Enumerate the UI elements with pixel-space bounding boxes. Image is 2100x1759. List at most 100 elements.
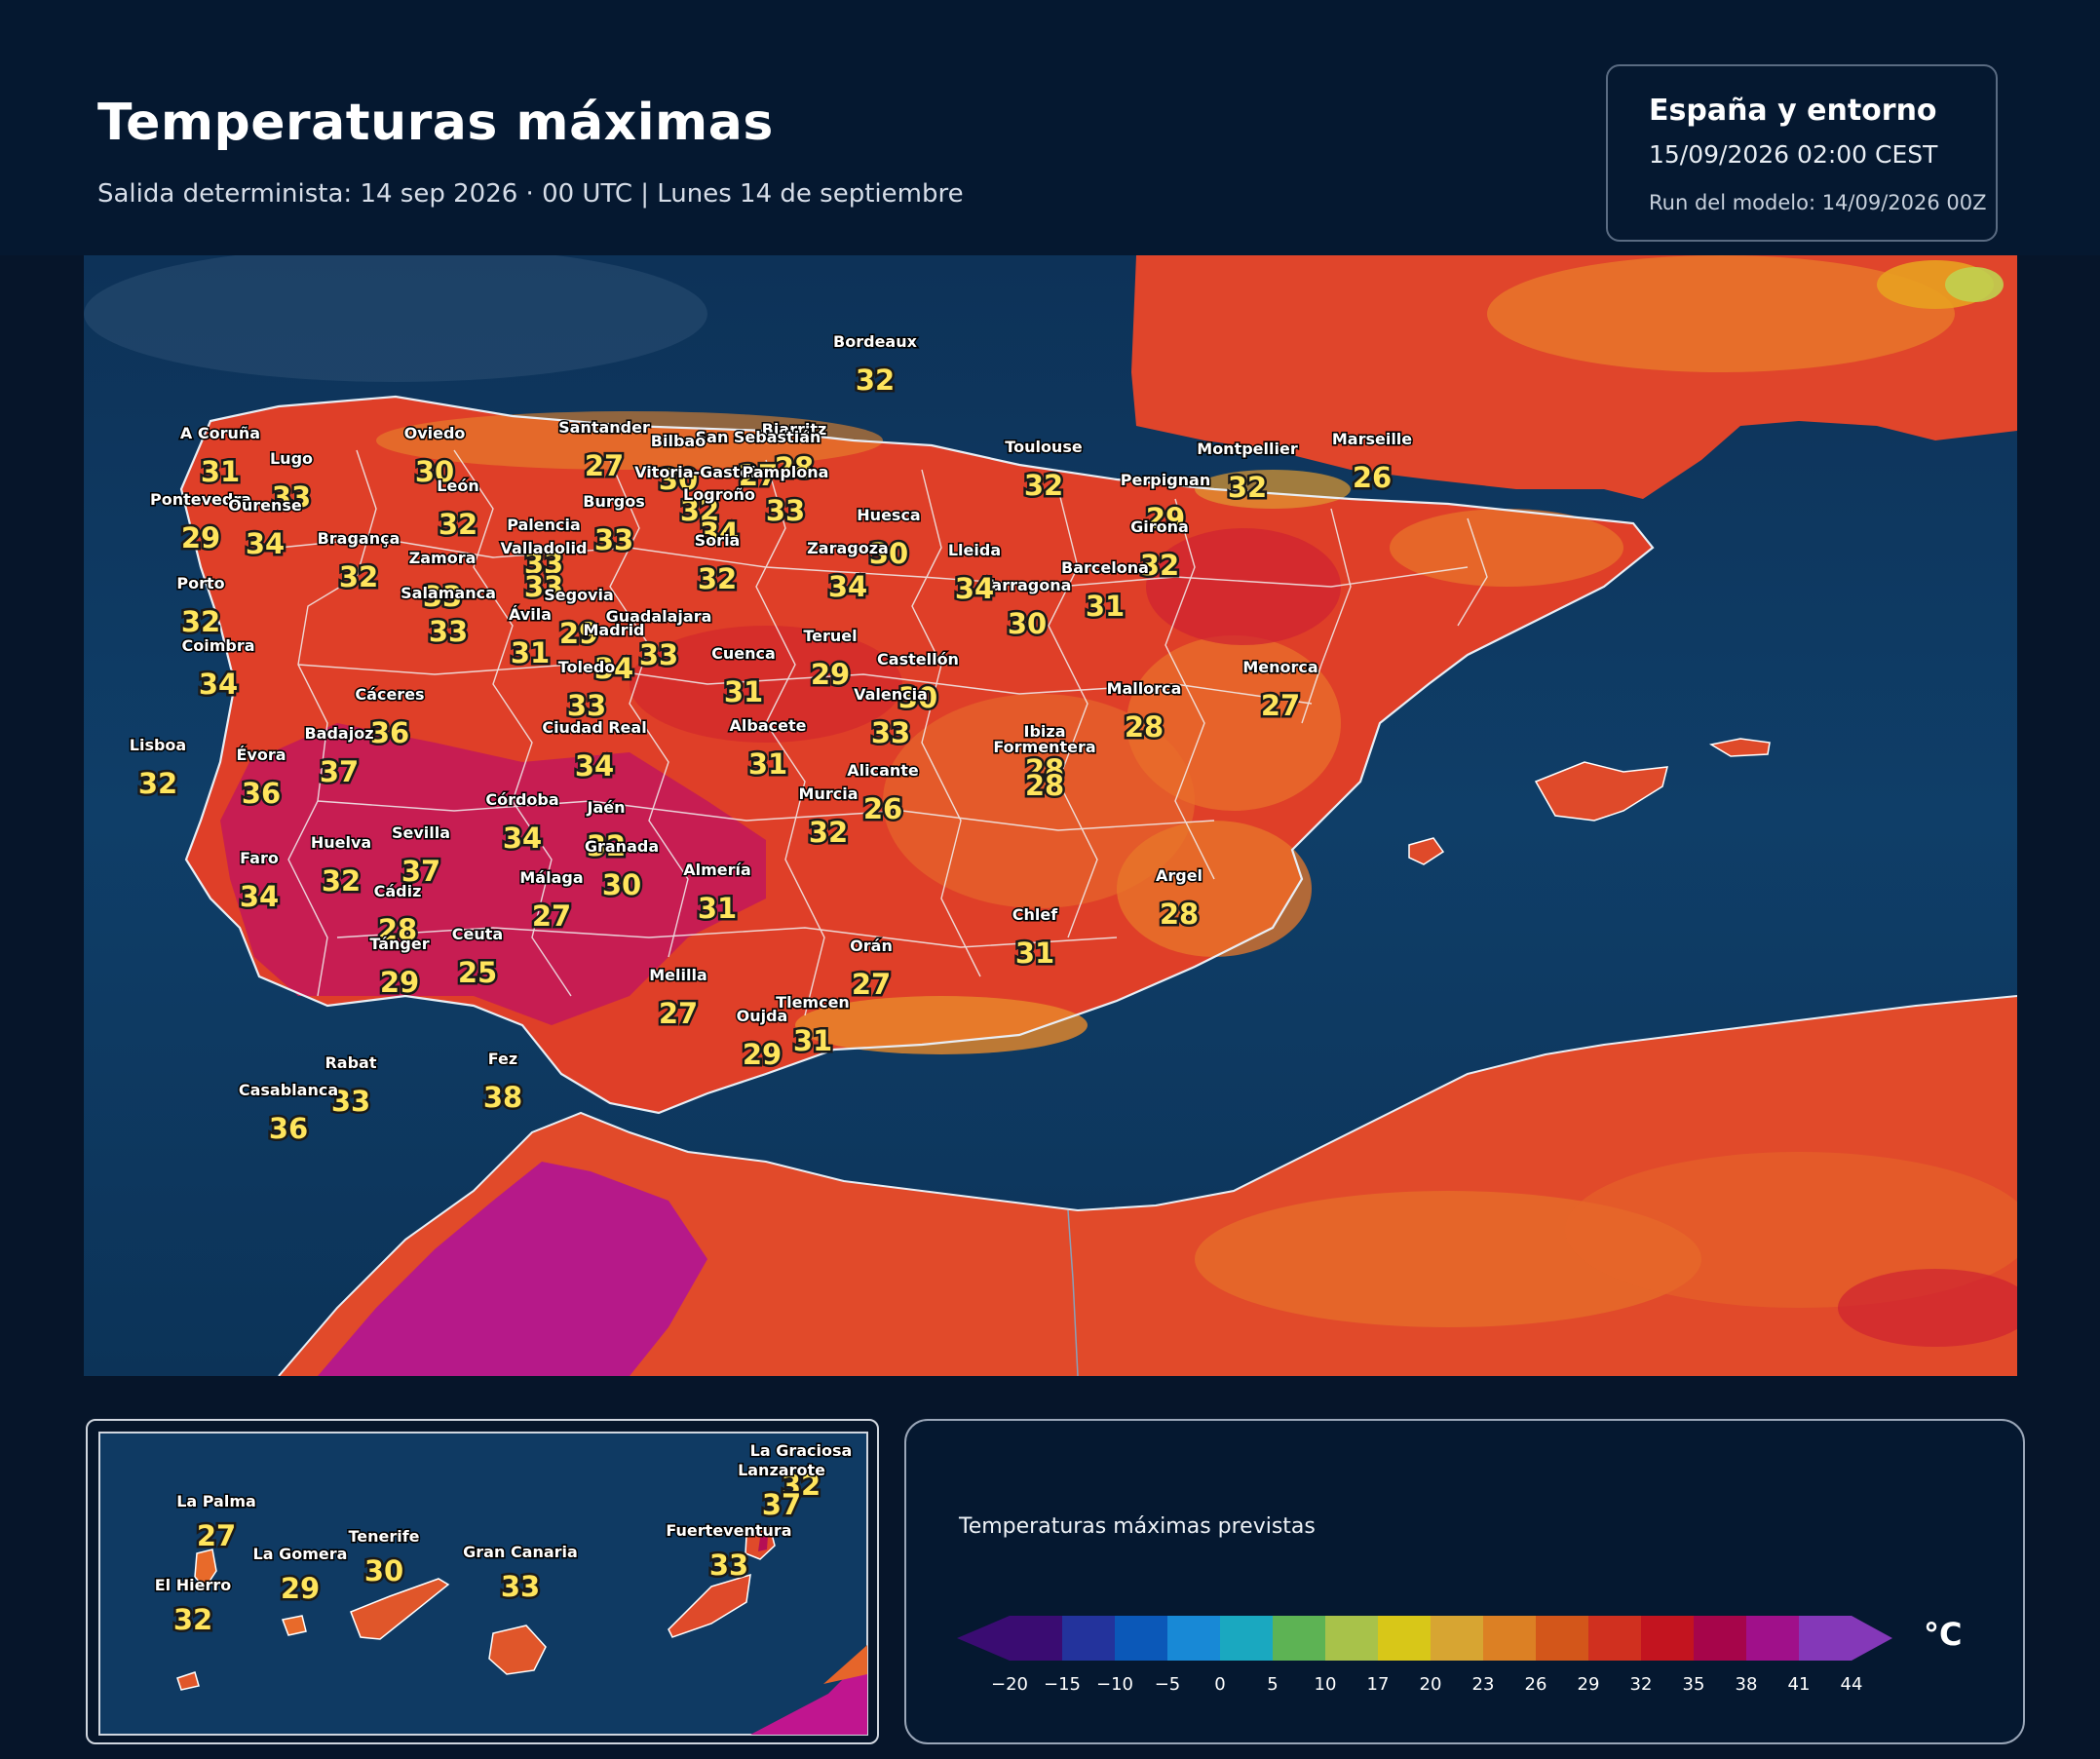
colorbar-tick-label: 23 [1472, 1674, 1495, 1695]
city-name: Toledo [558, 658, 616, 676]
city-name: Rabat [325, 1053, 376, 1072]
colorbar-tick-label: 17 [1367, 1674, 1390, 1695]
city-name: Segovia [544, 586, 614, 604]
city-temp: 31 [698, 892, 737, 925]
city-name: Zamora [409, 549, 477, 567]
city-temp: 31 [1015, 937, 1054, 970]
city-name: Zaragoza [807, 539, 889, 557]
city-label-cordoba: Córdoba 34 [484, 789, 560, 858]
map-canvas: Bordeaux 32 Toulouse 32 Montpellier 32 Marseil… [84, 255, 2017, 1376]
city-temp: 33 [766, 494, 805, 527]
city-temp: 32 [173, 1603, 212, 1636]
city-name: Biarritz [762, 420, 827, 439]
city-label-palencia: Palencia 33 [506, 515, 583, 583]
city-name: Chlef [1012, 905, 1058, 924]
city-temp: 28 [1160, 898, 1199, 931]
land-mallorca [1534, 761, 1668, 822]
city-label-burgos: Burgos 33 [582, 491, 646, 559]
city-temp: 34 [246, 527, 285, 560]
city-label-valencia: Valencia 33 [853, 684, 930, 752]
legend-panel: Temperaturas máximas previstas °C −20 −15… [904, 1419, 2025, 1744]
city-label-lanzarote: Lanzarote 37 [737, 1460, 827, 1524]
city-name: Huesca [857, 506, 920, 524]
city-label-braganca: Bragança 32 [316, 528, 401, 596]
city-label-gran-canaria: Gran Canaria 33 [462, 1542, 580, 1606]
city-label-melilla: Melilla 27 [648, 965, 709, 1033]
city-label-bordeaux: Bordeaux 32 [832, 331, 920, 400]
city-temp: 30 [602, 868, 641, 901]
city-name: Palencia [507, 516, 581, 534]
city-name: Logroño [683, 485, 755, 504]
city-name: Girona [1130, 517, 1189, 536]
legend-unit: °C [1924, 1616, 1963, 1653]
colorbar-swatch [1483, 1616, 1536, 1661]
city-label-soria: Soria 32 [693, 530, 742, 598]
temperature-map[interactable]: Bordeaux 32 Toulouse 32 Montpellier 32 Marseil… [84, 255, 2017, 1376]
land-la-gomera [281, 1615, 307, 1636]
city-name: Toulouse [1005, 438, 1083, 456]
colorbar-tick-label: 44 [1841, 1674, 1863, 1695]
city-name: Évora [236, 746, 286, 764]
city-temp: 32 [587, 829, 626, 862]
city-name: Perpignan [1121, 471, 1210, 489]
city-temp: 29 [1146, 502, 1185, 535]
city-name: Valladolid [501, 539, 588, 557]
city-name: Málaga [519, 868, 583, 887]
city-temp: 33 [871, 716, 910, 749]
city-name: La Graciosa [750, 1441, 853, 1460]
city-temp: 33 [423, 580, 462, 613]
city-name: Montpellier [1197, 440, 1298, 458]
city-temp: 34 [503, 822, 542, 855]
city-label-huelva: Huelva 32 [309, 832, 372, 900]
city-label-caceres: Cáceres 36 [354, 684, 426, 752]
city-label-porto: Porto 32 [175, 573, 226, 641]
city-label-la-gomera: La Gomera 29 [251, 1544, 349, 1608]
canary-islands-inset[interactable]: La Graciosa 32 Lanzarote 37 La Palma 27 Teneri… [86, 1419, 879, 1744]
city-temp: 30 [659, 463, 698, 496]
city-label-castellon: Castellón 30 [876, 649, 961, 717]
city-name: Fuerteventura [666, 1521, 791, 1540]
city-label-girona: Girona 32 [1129, 516, 1191, 585]
city-temp: 27 [197, 1519, 236, 1552]
city-temp: 32 [856, 363, 895, 397]
city-name: Lugo [270, 449, 313, 468]
header-bar: Temperaturas máximas Salida determinista… [0, 0, 2100, 255]
colorbar-tick-label: 29 [1578, 1674, 1600, 1695]
colorbar-swatch [1273, 1616, 1325, 1661]
city-label-avila: Ávila 31 [507, 604, 553, 672]
city-label-barcelona: Barcelona 31 [1060, 557, 1151, 626]
city-name: Ibiza [1024, 722, 1066, 741]
city-temp: 27 [1261, 689, 1300, 722]
land-fuerteventura [668, 1573, 751, 1638]
city-label-teruel: Teruel 29 [802, 626, 859, 694]
city-label-tarragona: Tarragona 30 [981, 575, 1073, 643]
city-label-murcia: Murcia 32 [797, 784, 859, 852]
city-label-zaragoza: Zaragoza 34 [806, 538, 891, 606]
city-temp: 37 [401, 855, 440, 888]
city-name: Barcelona [1061, 558, 1149, 577]
colorbar-min-arrow [957, 1616, 1010, 1661]
colorbar-tick-label: 5 [1267, 1674, 1278, 1695]
city-label-ceuta: Ceuta 25 [450, 924, 504, 992]
colorbar-tick-label: −5 [1155, 1674, 1181, 1695]
city-temp: 32 [322, 864, 361, 898]
colorbar-max-arrow [1852, 1616, 1892, 1661]
city-temp: 33 [524, 570, 563, 603]
city-name: A Coruña [180, 424, 260, 442]
city-name: Marseille [1332, 430, 1412, 448]
city-label-ourense: Ourense 34 [227, 495, 304, 563]
colorbar-tick-label: −20 [991, 1674, 1028, 1695]
city-label-perpignan: Perpignan 29 [1119, 470, 1211, 538]
city-label-marseille: Marseille 26 [1330, 429, 1413, 497]
admin-borders [278, 449, 1488, 1016]
city-temp: 29 [281, 1572, 320, 1605]
city-temp: 34 [828, 570, 867, 603]
city-temp: 36 [269, 1112, 308, 1145]
city-temp: 36 [370, 716, 409, 749]
city-label-tlemcen: Tlemcen 31 [775, 992, 852, 1060]
city-temp: 27 [532, 899, 571, 933]
colorbar-tick-label: 38 [1736, 1674, 1758, 1695]
city-temp: 34 [240, 880, 279, 913]
city-name: Pontevedra [150, 490, 251, 509]
